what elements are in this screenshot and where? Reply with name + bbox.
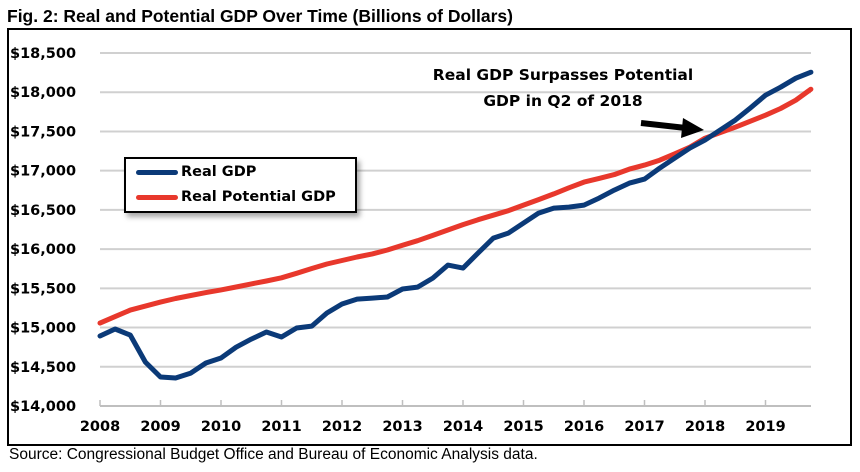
- y-tick-label: $16,500: [10, 203, 76, 219]
- y-tick-label: $16,000: [10, 242, 76, 258]
- y-tick-label: $18,000: [10, 85, 76, 101]
- annotation: Real GDP Surpasses Potential GDP in Q2 o…: [433, 66, 704, 138]
- y-tick-label: $15,500: [10, 281, 76, 297]
- y-tick-label: $14,500: [10, 360, 76, 376]
- legend-swatch-real-gdp: [136, 169, 178, 175]
- annotation-arrow-icon: [640, 118, 704, 138]
- legend-item-real-gdp: Real GDP: [136, 161, 256, 183]
- legend: Real GDP Real Potential GDP: [124, 157, 357, 213]
- legend-label: Real GDP: [181, 164, 257, 180]
- x-tick-label: 2012: [322, 419, 362, 435]
- y-tick-label: $14,000: [10, 399, 76, 415]
- x-tick-label: 2017: [624, 419, 664, 435]
- annotation-line-2: GDP in Q2 of 2018: [483, 92, 642, 110]
- x-tick-label: 2010: [201, 419, 241, 435]
- x-tick-label: 2008: [80, 419, 120, 435]
- source-note: Source: Congressional Budget Office and …: [9, 446, 538, 463]
- legend-swatch-real-potential-gdp: [136, 194, 178, 200]
- y-tick-label: $15,000: [10, 321, 76, 337]
- legend-label: Real Potential GDP: [181, 189, 336, 205]
- series-lines: [97, 69, 814, 381]
- x-tick-label: 2013: [382, 419, 422, 435]
- figure-title: Fig. 2: Real and Potential GDP Over Time…: [7, 6, 513, 26]
- x-axis-labels: 2008 2009 2010 2011 2012 2013 2014 2015 2016 2017…: [80, 419, 786, 435]
- x-tick-label: 2016: [564, 419, 604, 435]
- legend-item-real-potential-gdp: Real Potential GDP: [136, 186, 336, 208]
- x-tick-label: 2015: [503, 419, 543, 435]
- x-axis: [99, 400, 811, 407]
- y-axis-labels: $14,000 $14,500 $15,000 $15,500 $16,000 $16,5…: [10, 46, 76, 415]
- y-tick-label: $18,500: [10, 46, 76, 62]
- x-tick-label: 2011: [261, 419, 301, 435]
- x-tick-label: 2014: [443, 419, 483, 435]
- x-tick-label: 2019: [745, 419, 785, 435]
- x-tick-label: 2009: [140, 419, 180, 435]
- y-tick-label: $17,000: [10, 164, 76, 180]
- y-tick-label: $17,500: [10, 124, 76, 140]
- x-tick-label: 2018: [685, 419, 725, 435]
- annotation-line-1: Real GDP Surpasses Potential: [433, 66, 693, 84]
- series-line-real-gdp: [97, 69, 814, 381]
- chart-frame: [7, 28, 852, 446]
